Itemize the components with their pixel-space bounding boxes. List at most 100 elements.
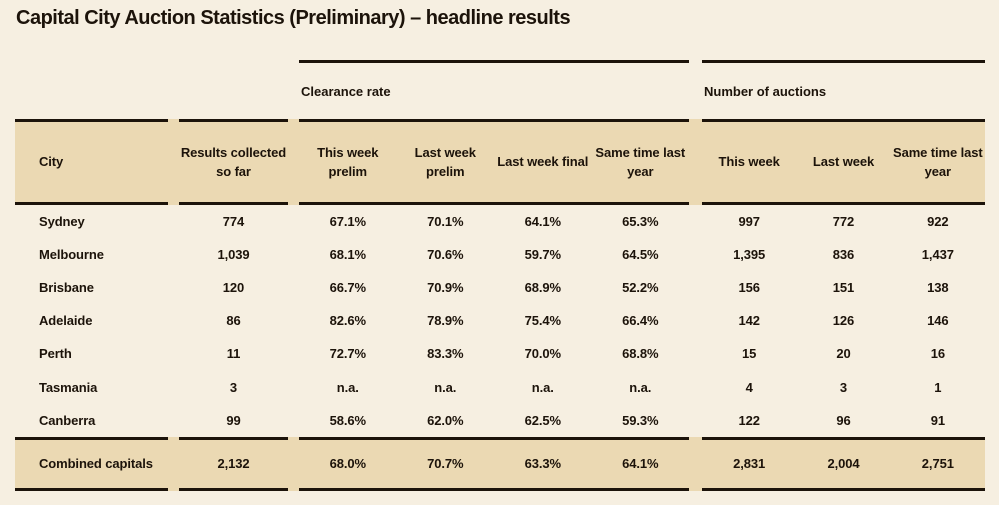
column-gap [168,304,179,337]
auction-count-cell: 156 [738,280,760,296]
clearance-header-block: This week prelim Last week prelim Last w… [299,119,689,205]
auctions-block: 4 3 1 [702,371,985,404]
clearance-block: 72.7% 83.3% 70.0% 68.8% [299,338,689,371]
results-cell: 99 [226,412,241,428]
table-row: Perth 11 72.7% 83.3% 70.0% 68.8% 15 20 16 [15,338,985,371]
column-gap [168,371,179,404]
column-gap [689,119,702,205]
auctions-header-block: This week Last week Same time last year [702,119,985,205]
column-header-auctions-this-week: This week [718,154,780,170]
column-gap [288,271,299,304]
city-cell: Perth [39,346,72,362]
auction-count-cell: 138 [927,280,949,296]
auction-count-cell: 2,751 [921,456,954,472]
clearance-rate-cell: 68.1% [329,246,366,262]
clearance-rate-cell: 65.3% [622,213,659,229]
auctions-block: 156 151 138 [702,271,985,304]
clearance-rate-cell: 64.1% [622,456,659,472]
table-body: Sydney 774 67.1% 70.1% 64.1% 65.3% 997 772 922 Me… [15,205,985,437]
clearance-rate-cell: 63.3% [524,456,561,472]
auction-count-cell: 15 [742,346,757,362]
clearance-rate-cell: 64.5% [622,246,659,262]
auction-count-cell: 96 [836,412,851,428]
column-header-last-week-prelim: Last week prelim [414,144,476,180]
column-gap [689,238,702,271]
clearance-rate-cell: 75.4% [524,313,561,329]
auction-count-cell: 922 [927,213,949,229]
column-gap [288,304,299,337]
clearance-rate-cell: 72.7% [329,346,366,362]
clearance-rate-cell: n.a. [531,379,554,395]
city-cell: Tasmania [39,379,98,395]
clearance-block: 66.7% 70.9% 68.9% 52.2% [299,271,689,304]
city-block: Tasmania [15,371,168,404]
city-block: Canberra [15,404,168,437]
column-gap [168,338,179,371]
clearance-rate-cell: 68.0% [329,456,366,472]
column-header-same-time-last-year: Same time last year [595,144,686,180]
auction-count-cell: 91 [930,412,945,428]
results-block: 1,039 [179,238,288,271]
results-cell: 3 [229,379,238,395]
table-total-row: Combined capitals 2,132 68.0% 70.7% 63.3% 64.… [15,437,985,491]
column-gap [689,205,702,238]
column-gap [288,404,299,437]
clearance-rate-group-label: Clearance rate [299,60,689,99]
clearance-block: 58.6% 62.0% 62.5% 59.3% [299,404,689,437]
clearance-rate-cell: 70.7% [427,456,464,472]
results-cell: 2,132 [217,456,250,472]
auctions-block: 122 96 91 [702,404,985,437]
city-cell: Sydney [39,213,85,229]
clearance-rate-cell: 59.3% [622,412,659,428]
column-header-city: City [39,154,64,170]
column-group-labels: Clearance rate Number of auctions [15,60,985,99]
auction-count-cell: 122 [738,412,760,428]
column-gap [168,271,179,304]
column-header-auctions-last-week: Last week [812,154,875,170]
clearance-block: 67.1% 70.1% 64.1% 65.3% [299,205,689,238]
table-row: Melbourne 1,039 68.1% 70.6% 59.7% 64.5% 1,395 8… [15,238,985,271]
column-gap [689,338,702,371]
clearance-rate-cell: 62.5% [524,412,561,428]
column-gap [689,304,702,337]
clearance-rate-cell: 52.2% [622,280,659,296]
clearance-rate-cell: 67.1% [329,213,366,229]
results-cell: 86 [226,313,241,329]
column-gap [288,238,299,271]
results-block: 120 [179,271,288,304]
city-cell: Adelaide [39,313,93,329]
clearance-rate-cell: n.a. [629,379,652,395]
city-block: Melbourne [15,238,168,271]
auctions-block: 1,395 836 1,437 [702,238,985,271]
auctions-block: 997 772 922 [702,205,985,238]
column-gap [689,371,702,404]
clearance-rate-cell: n.a. [434,379,457,395]
column-gap [689,271,702,304]
auctions-block: 15 20 16 [702,338,985,371]
auction-count-cell: 1 [934,379,942,395]
clearance-rate-cell: 78.9% [427,313,464,329]
clearance-rate-cell: 66.4% [622,313,659,329]
clearance-rate-cell: 66.7% [329,280,366,296]
auction-count-cell: 2,831 [733,456,766,472]
auction-count-cell: 16 [930,346,945,362]
table-row: Brisbane 120 66.7% 70.9% 68.9% 52.2% 156 151 138 [15,271,985,304]
column-gap [288,205,299,238]
clearance-rate-cell: 59.7% [524,246,561,262]
city-cell: Melbourne [39,246,104,262]
auction-count-cell: 126 [832,313,855,329]
column-gap [288,437,299,491]
column-header-results: Results collected so far [180,144,287,180]
city-block: Perth [15,338,168,371]
clearance-rate-cell: 82.6% [329,313,366,329]
clearance-rate-cell: 68.9% [524,280,561,296]
results-block: 774 [179,205,288,238]
column-gap [168,119,179,205]
clearance-rate-cell: 70.6% [427,246,464,262]
results-block: 2,132 [179,437,288,491]
auctions-block: 2,831 2,004 2,751 [702,437,985,491]
results-cell: 1,039 [217,246,250,262]
auction-count-cell: 772 [832,213,855,229]
clearance-rate-cell: 70.0% [524,346,561,362]
column-gap [168,404,179,437]
